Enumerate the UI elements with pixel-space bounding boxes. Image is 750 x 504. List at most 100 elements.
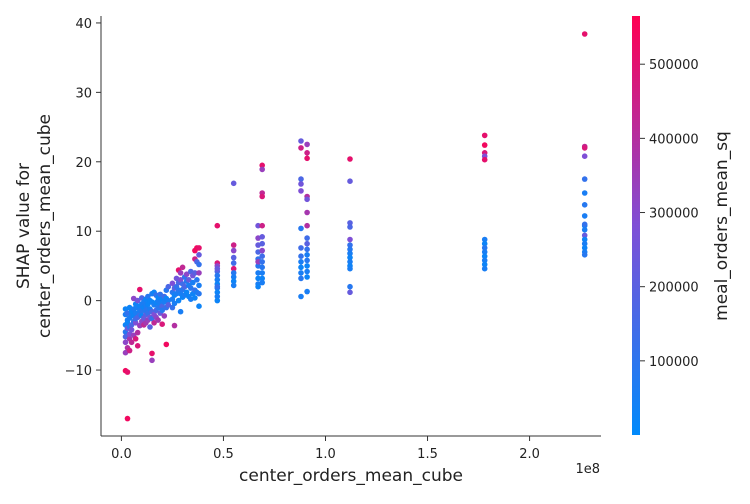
data-point <box>298 253 304 259</box>
data-point <box>134 343 141 349</box>
data-point <box>169 280 176 287</box>
y-axis-label-line-2: center_orders_mean_cube <box>35 114 55 338</box>
x-offset-label: 1e8 <box>575 462 600 477</box>
data-point <box>304 209 310 216</box>
data-point <box>214 222 221 229</box>
data-point <box>259 162 266 169</box>
data-point <box>190 279 196 286</box>
data-point <box>481 265 488 272</box>
data-point <box>230 260 237 266</box>
data-point <box>259 270 266 276</box>
data-point <box>171 300 178 307</box>
data-point <box>347 250 353 257</box>
data-point <box>298 270 304 276</box>
data-point <box>214 289 221 296</box>
data-point <box>304 263 310 269</box>
data-point <box>128 339 135 346</box>
data-point <box>134 329 141 336</box>
colorbar-tick-label: 100000 <box>649 355 699 370</box>
data-point <box>298 293 304 300</box>
data-point <box>194 277 200 283</box>
data-point <box>298 138 304 144</box>
data-point <box>304 268 310 275</box>
data-point <box>481 240 488 247</box>
data-point <box>481 253 488 259</box>
data-point <box>581 190 588 196</box>
y-tick-label: −10 <box>65 364 92 379</box>
data-point <box>147 324 153 330</box>
data-point <box>214 265 221 272</box>
data-point <box>581 145 588 151</box>
data-point <box>177 277 184 283</box>
data-point <box>230 278 237 285</box>
data-point <box>196 245 202 251</box>
colorbar-ticks: 100000 200000 300000 400000 500000 <box>640 58 699 370</box>
data-point <box>581 221 588 228</box>
colorbar-tick-label: 500000 <box>649 58 699 73</box>
data-point <box>259 240 266 247</box>
data-point <box>259 222 266 229</box>
data-point <box>347 259 353 265</box>
colorbar <box>632 16 640 435</box>
data-point <box>581 245 588 251</box>
data-point <box>347 254 353 261</box>
data-point <box>137 286 143 293</box>
data-point <box>298 275 304 282</box>
colorbar-label: meal_orders_mean_sq <box>712 131 732 321</box>
data-point <box>298 245 304 251</box>
data-point <box>347 224 353 230</box>
data-point <box>255 283 261 290</box>
data-point <box>259 234 266 240</box>
data-point <box>149 350 155 357</box>
data-point <box>304 141 310 148</box>
data-point <box>159 307 165 314</box>
x-axis-label: center_orders_mean_cube <box>239 466 463 486</box>
data-point <box>155 317 161 323</box>
data-point <box>581 176 588 182</box>
data-point <box>347 220 353 226</box>
x-tick-label: 0.5 <box>213 447 234 462</box>
scatter-points <box>122 31 588 422</box>
data-point <box>259 264 266 271</box>
data-point <box>124 369 131 375</box>
data-point <box>347 178 353 184</box>
data-point <box>304 274 310 280</box>
data-point <box>230 274 237 280</box>
data-point <box>186 277 192 283</box>
data-point <box>230 247 237 254</box>
data-point <box>481 249 488 255</box>
data-point <box>134 297 141 304</box>
data-point <box>230 265 237 272</box>
data-point <box>581 240 588 247</box>
data-point <box>298 259 304 265</box>
data-point <box>581 232 588 239</box>
data-point <box>255 270 261 276</box>
data-point <box>259 279 266 286</box>
data-point <box>259 275 266 282</box>
data-point <box>581 153 588 159</box>
data-point <box>304 235 310 241</box>
data-point <box>481 257 488 264</box>
axes <box>100 16 601 437</box>
data-point <box>183 271 190 278</box>
data-point <box>214 283 221 290</box>
y-ticks: −10 0 10 20 30 40 <box>65 17 101 379</box>
data-point <box>126 347 133 354</box>
data-point <box>481 236 488 243</box>
data-point <box>347 242 353 248</box>
data-point <box>230 254 237 261</box>
data-point <box>347 289 353 296</box>
data-point <box>298 176 304 182</box>
data-point <box>177 270 184 276</box>
data-point <box>481 132 488 139</box>
data-point <box>304 257 310 264</box>
data-point <box>128 327 135 333</box>
data-point <box>124 415 131 422</box>
data-point <box>347 236 353 243</box>
data-point <box>230 282 237 289</box>
data-point <box>171 322 178 329</box>
data-point <box>581 236 588 243</box>
x-tick-label: 1.0 <box>315 447 336 462</box>
y-tick-label: 0 <box>84 295 92 310</box>
